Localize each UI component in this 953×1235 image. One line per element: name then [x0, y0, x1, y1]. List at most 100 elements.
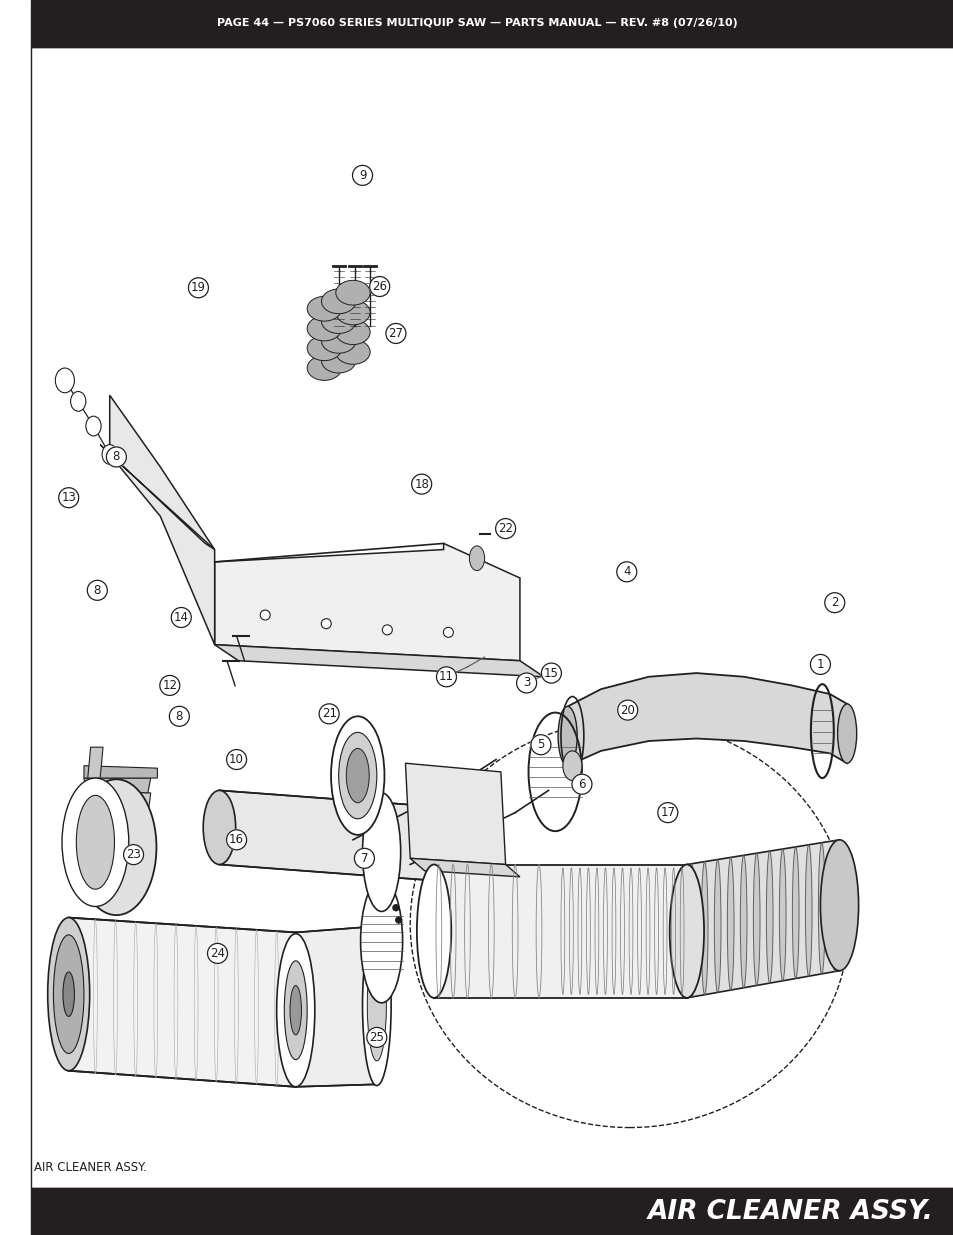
Text: 8: 8: [112, 451, 120, 463]
Text: 9: 9: [358, 169, 366, 182]
Polygon shape: [219, 790, 434, 881]
Polygon shape: [295, 926, 376, 1087]
Circle shape: [393, 905, 398, 910]
Ellipse shape: [367, 950, 386, 1061]
Circle shape: [170, 706, 189, 726]
Circle shape: [321, 619, 331, 629]
Ellipse shape: [469, 546, 484, 571]
Text: PAGE 44 — PS7060 SERIES MULTIQUIP SAW — PARTS MANUAL — REV. #8 (07/26/10): PAGE 44 — PS7060 SERIES MULTIQUIP SAW — …: [216, 19, 737, 28]
Circle shape: [443, 627, 453, 637]
Ellipse shape: [53, 935, 84, 1053]
Text: 10: 10: [229, 753, 244, 766]
Ellipse shape: [307, 356, 341, 380]
Text: AIR CLEANER ASSY.: AIR CLEANER ASSY.: [34, 1161, 147, 1173]
Ellipse shape: [792, 847, 799, 978]
Polygon shape: [410, 858, 519, 877]
Ellipse shape: [62, 778, 129, 906]
Text: 17: 17: [659, 806, 675, 819]
Polygon shape: [86, 809, 148, 815]
Bar: [30, 1188, 953, 1235]
Text: 8: 8: [93, 584, 101, 597]
Ellipse shape: [779, 848, 785, 981]
Circle shape: [395, 918, 401, 923]
Ellipse shape: [76, 779, 156, 915]
Text: 15: 15: [543, 667, 558, 679]
Ellipse shape: [321, 348, 355, 373]
Text: 16: 16: [229, 834, 244, 846]
Circle shape: [496, 519, 515, 538]
Circle shape: [382, 625, 392, 635]
Polygon shape: [686, 840, 839, 998]
Text: 18: 18: [414, 478, 429, 490]
Polygon shape: [100, 445, 214, 550]
Ellipse shape: [726, 857, 733, 990]
Ellipse shape: [335, 320, 370, 345]
Ellipse shape: [830, 841, 837, 972]
Text: 27: 27: [388, 327, 403, 340]
Text: 13: 13: [61, 492, 76, 504]
Circle shape: [59, 488, 78, 508]
Ellipse shape: [765, 851, 772, 983]
Text: 23: 23: [126, 848, 141, 861]
Text: 7: 7: [360, 852, 368, 864]
Circle shape: [810, 655, 829, 674]
Ellipse shape: [335, 280, 370, 305]
Ellipse shape: [820, 840, 858, 971]
Ellipse shape: [335, 340, 370, 364]
Circle shape: [124, 845, 143, 864]
Ellipse shape: [290, 986, 301, 1035]
Ellipse shape: [307, 336, 341, 361]
Ellipse shape: [416, 864, 451, 998]
Circle shape: [107, 447, 126, 467]
Circle shape: [227, 830, 246, 850]
Polygon shape: [84, 778, 151, 793]
Circle shape: [367, 1028, 386, 1047]
Circle shape: [355, 848, 374, 868]
Text: 14: 14: [173, 611, 189, 624]
Circle shape: [189, 278, 208, 298]
Circle shape: [436, 667, 456, 687]
Circle shape: [160, 676, 179, 695]
Circle shape: [319, 704, 338, 724]
Ellipse shape: [321, 309, 355, 333]
Circle shape: [208, 944, 227, 963]
Ellipse shape: [753, 853, 760, 986]
Circle shape: [617, 562, 636, 582]
Ellipse shape: [276, 934, 314, 1087]
Ellipse shape: [86, 416, 101, 436]
Text: 19: 19: [191, 282, 206, 294]
Ellipse shape: [63, 972, 74, 1016]
Circle shape: [572, 774, 591, 794]
Text: 24: 24: [210, 947, 225, 960]
Bar: [30, 0, 953, 47]
Text: 21: 21: [321, 708, 336, 720]
Polygon shape: [69, 918, 295, 1087]
Ellipse shape: [740, 856, 746, 988]
Polygon shape: [84, 766, 157, 778]
Text: AIR CLEANER ASSY.: AIR CLEANER ASSY.: [646, 1198, 932, 1225]
Text: 26: 26: [372, 280, 387, 293]
Ellipse shape: [360, 879, 402, 1003]
Ellipse shape: [321, 289, 355, 314]
Polygon shape: [84, 790, 151, 815]
Circle shape: [386, 324, 405, 343]
Text: 6: 6: [578, 778, 585, 790]
Text: 12: 12: [162, 679, 177, 692]
Ellipse shape: [714, 860, 720, 993]
Ellipse shape: [687, 863, 694, 997]
Ellipse shape: [76, 795, 114, 889]
Polygon shape: [434, 864, 686, 998]
Ellipse shape: [71, 391, 86, 411]
Text: 4: 4: [622, 566, 630, 578]
Ellipse shape: [48, 918, 90, 1071]
Circle shape: [412, 474, 431, 494]
Ellipse shape: [55, 368, 74, 393]
Text: 2: 2: [830, 597, 838, 609]
Text: 1: 1: [816, 658, 823, 671]
Ellipse shape: [307, 316, 341, 341]
Polygon shape: [214, 543, 519, 661]
Circle shape: [353, 165, 372, 185]
Ellipse shape: [558, 706, 577, 766]
Ellipse shape: [284, 961, 307, 1060]
Ellipse shape: [331, 716, 384, 835]
